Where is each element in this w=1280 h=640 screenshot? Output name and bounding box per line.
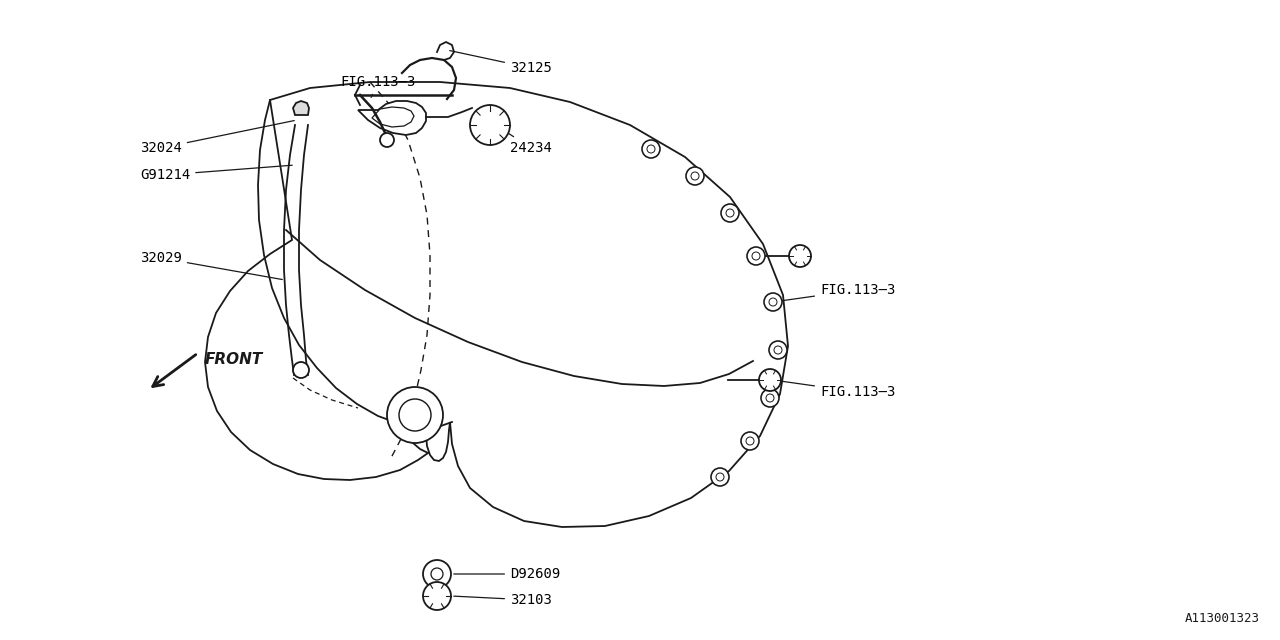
- Circle shape: [748, 247, 765, 265]
- Circle shape: [686, 167, 704, 185]
- Circle shape: [759, 369, 781, 391]
- Circle shape: [774, 346, 782, 354]
- Circle shape: [643, 140, 660, 158]
- Circle shape: [293, 362, 308, 378]
- Circle shape: [746, 437, 754, 445]
- Text: A113001323: A113001323: [1185, 612, 1260, 625]
- Circle shape: [769, 298, 777, 306]
- Circle shape: [762, 389, 780, 407]
- Circle shape: [765, 394, 774, 402]
- Circle shape: [726, 209, 733, 217]
- Circle shape: [380, 133, 394, 147]
- Circle shape: [431, 568, 443, 580]
- Text: 32024: 32024: [140, 120, 294, 155]
- Circle shape: [422, 582, 451, 610]
- Polygon shape: [293, 101, 308, 115]
- Text: FIG.113–3: FIG.113–3: [776, 283, 896, 301]
- Circle shape: [470, 105, 509, 145]
- Circle shape: [788, 245, 812, 267]
- Circle shape: [691, 172, 699, 180]
- Text: G91214: G91214: [140, 165, 292, 182]
- Text: 32103: 32103: [454, 593, 552, 607]
- Circle shape: [716, 473, 724, 481]
- Text: D92609: D92609: [454, 567, 561, 581]
- Text: 24234: 24234: [490, 122, 552, 155]
- Circle shape: [764, 293, 782, 311]
- Circle shape: [422, 560, 451, 588]
- Circle shape: [646, 145, 655, 153]
- Circle shape: [387, 387, 443, 443]
- Circle shape: [741, 432, 759, 450]
- Text: FIG.113–3: FIG.113–3: [340, 75, 416, 97]
- Text: 32125: 32125: [449, 51, 552, 75]
- Text: 32029: 32029: [140, 251, 283, 280]
- Circle shape: [753, 252, 760, 260]
- Circle shape: [721, 204, 739, 222]
- Circle shape: [710, 468, 730, 486]
- Text: FIG.113–3: FIG.113–3: [776, 380, 896, 399]
- Polygon shape: [358, 101, 426, 135]
- Polygon shape: [205, 82, 788, 527]
- Circle shape: [769, 341, 787, 359]
- Text: FRONT: FRONT: [205, 353, 264, 367]
